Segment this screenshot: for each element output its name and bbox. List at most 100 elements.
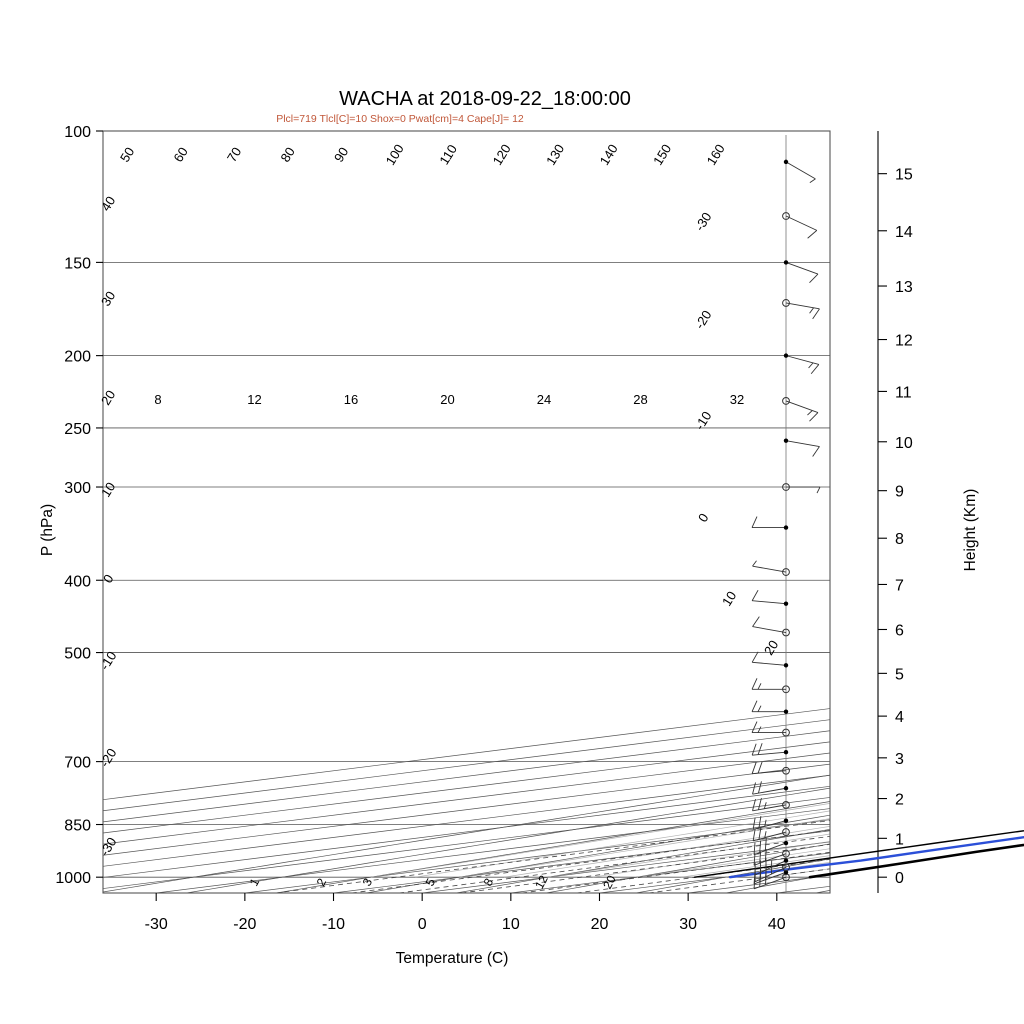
wind-barb: [751, 743, 789, 756]
wind-barb: [782, 299, 820, 320]
grid-line-label: 60: [170, 145, 190, 165]
pressure-tick-label: 700: [64, 755, 91, 772]
wind-barb-column: [751, 135, 821, 893]
grid-labels: 50 60 70 80 90 100 110 120 130 140 150 160403020100…: [97, 141, 782, 891]
pressure-tick-label: 100: [64, 124, 91, 141]
wind-barb: [783, 260, 819, 283]
grid-line-label: 120: [490, 141, 514, 167]
y-axis-label: P (hPa): [39, 504, 56, 556]
wind-barb: [783, 353, 820, 375]
height-tick-label: 9: [895, 484, 904, 501]
wind-barb: [782, 212, 818, 239]
pressure-tick-label: 250: [64, 421, 91, 438]
pressure-tick-label: 300: [64, 480, 91, 497]
plot-frame: [102, 130, 831, 894]
x-axis-label: Temperature (C): [396, 950, 509, 967]
pressure-tick-label: 850: [64, 818, 91, 835]
moist-adiabat-label: 32: [730, 392, 744, 407]
grid-line-label: 40: [98, 194, 118, 214]
height-axis-label: Height (Km): [962, 489, 979, 572]
grid-line-label: 0: [100, 572, 117, 586]
page-title: WACHA at 2018-09-22_18:00:00: [339, 88, 631, 110]
wind-barb: [752, 797, 790, 812]
height-tick-label: 0: [895, 870, 904, 887]
grid-line-label: 10: [98, 480, 118, 500]
grid-line-label: 100: [383, 141, 407, 167]
wind-barb: [754, 857, 789, 876]
grid-line-label: -20: [97, 746, 120, 770]
grid-line-label: 50: [117, 145, 137, 165]
wind-barb: [782, 483, 821, 494]
height-tick-label: 8: [895, 531, 904, 548]
grid-line-label: 20: [98, 388, 118, 408]
temperature-tick-label: 10: [502, 916, 520, 933]
pressure-tick-label: 1000: [55, 870, 91, 887]
height-tick-label: 15: [895, 167, 913, 184]
moist-adiabat-label: 28: [633, 392, 647, 407]
grid-line-label: 10: [719, 589, 739, 609]
pressure-tick-label: 400: [64, 573, 91, 590]
wind-barb: [751, 651, 789, 668]
grid-line-label: -10: [692, 409, 715, 433]
wind-barb: [754, 863, 790, 883]
pressure-tick-label: 150: [64, 255, 91, 272]
height-tick-label: 10: [895, 435, 913, 452]
wind-barb: [751, 761, 790, 775]
wind-barb: [751, 678, 790, 694]
moist-adiabat-label: 16: [344, 392, 358, 407]
sounding-indices: Plcl=719 Tlcl[C]=10 Shox=0 Pwat[cm]=4 Ca…: [276, 113, 524, 125]
grid-line-label: 20: [761, 638, 781, 658]
profile-temperature-line[interactable]: [808, 162, 1024, 879]
height-tick-label: 14: [895, 224, 913, 241]
grid-line-label: 20: [600, 873, 619, 892]
height-tick-label: 2: [895, 792, 904, 809]
temperature-tick-label: -20: [233, 916, 256, 933]
wind-barb: [753, 849, 790, 866]
grid-line-label: 0: [695, 511, 712, 525]
wind-barb: [751, 700, 789, 714]
height-tick-label: 1: [895, 831, 904, 848]
grid-line-label: 70: [224, 145, 244, 165]
temperature-tick-label: 20: [591, 916, 609, 933]
pressure-tick-label: 200: [64, 349, 91, 366]
wind-barb: [752, 815, 789, 830]
background-grid: [102, 130, 831, 894]
wind-barb: [751, 589, 789, 606]
wind-barb: [783, 159, 816, 183]
height-tick-label: 11: [895, 384, 912, 401]
grid-line-label: 150: [650, 141, 674, 167]
wind-barb: [753, 838, 789, 856]
moist-adiabat-label: 24: [537, 392, 551, 407]
moist-adiabat-label: 8: [154, 392, 161, 407]
temperature-tick-label: -30: [145, 916, 168, 933]
grid-line-label: 160: [704, 141, 728, 167]
wind-barb: [752, 781, 789, 795]
moist-adiabat-label: 20: [440, 392, 454, 407]
wind-barb: [751, 516, 789, 530]
profile-parcel-line[interactable]: [693, 401, 1024, 878]
grid-line-label: -30: [692, 210, 715, 234]
height-tick-label: 4: [895, 709, 904, 726]
grid-line-label: -20: [692, 308, 715, 332]
temperature-tick-label: 40: [768, 916, 786, 933]
wind-barb: [752, 616, 790, 637]
grid-line-label: 12: [532, 873, 551, 892]
height-tick-label: 13: [895, 279, 913, 296]
height-tick-label: 7: [895, 577, 904, 594]
wind-barb: [751, 721, 790, 737]
grid-line-label: 130: [543, 141, 567, 167]
height-tick-label: 12: [895, 333, 913, 350]
temperature-tick-label: 30: [679, 916, 697, 933]
height-tick-label: 5: [895, 666, 904, 683]
grid-line-label: 30: [98, 289, 118, 309]
wind-barb: [782, 397, 819, 422]
wind-barb: [752, 560, 790, 576]
wind-barb: [752, 827, 790, 842]
height-tick-label: 3: [895, 751, 904, 768]
pressure-tick-label: 500: [64, 646, 91, 663]
grid-line-label: -30: [97, 835, 120, 859]
wind-barb: [783, 438, 820, 457]
